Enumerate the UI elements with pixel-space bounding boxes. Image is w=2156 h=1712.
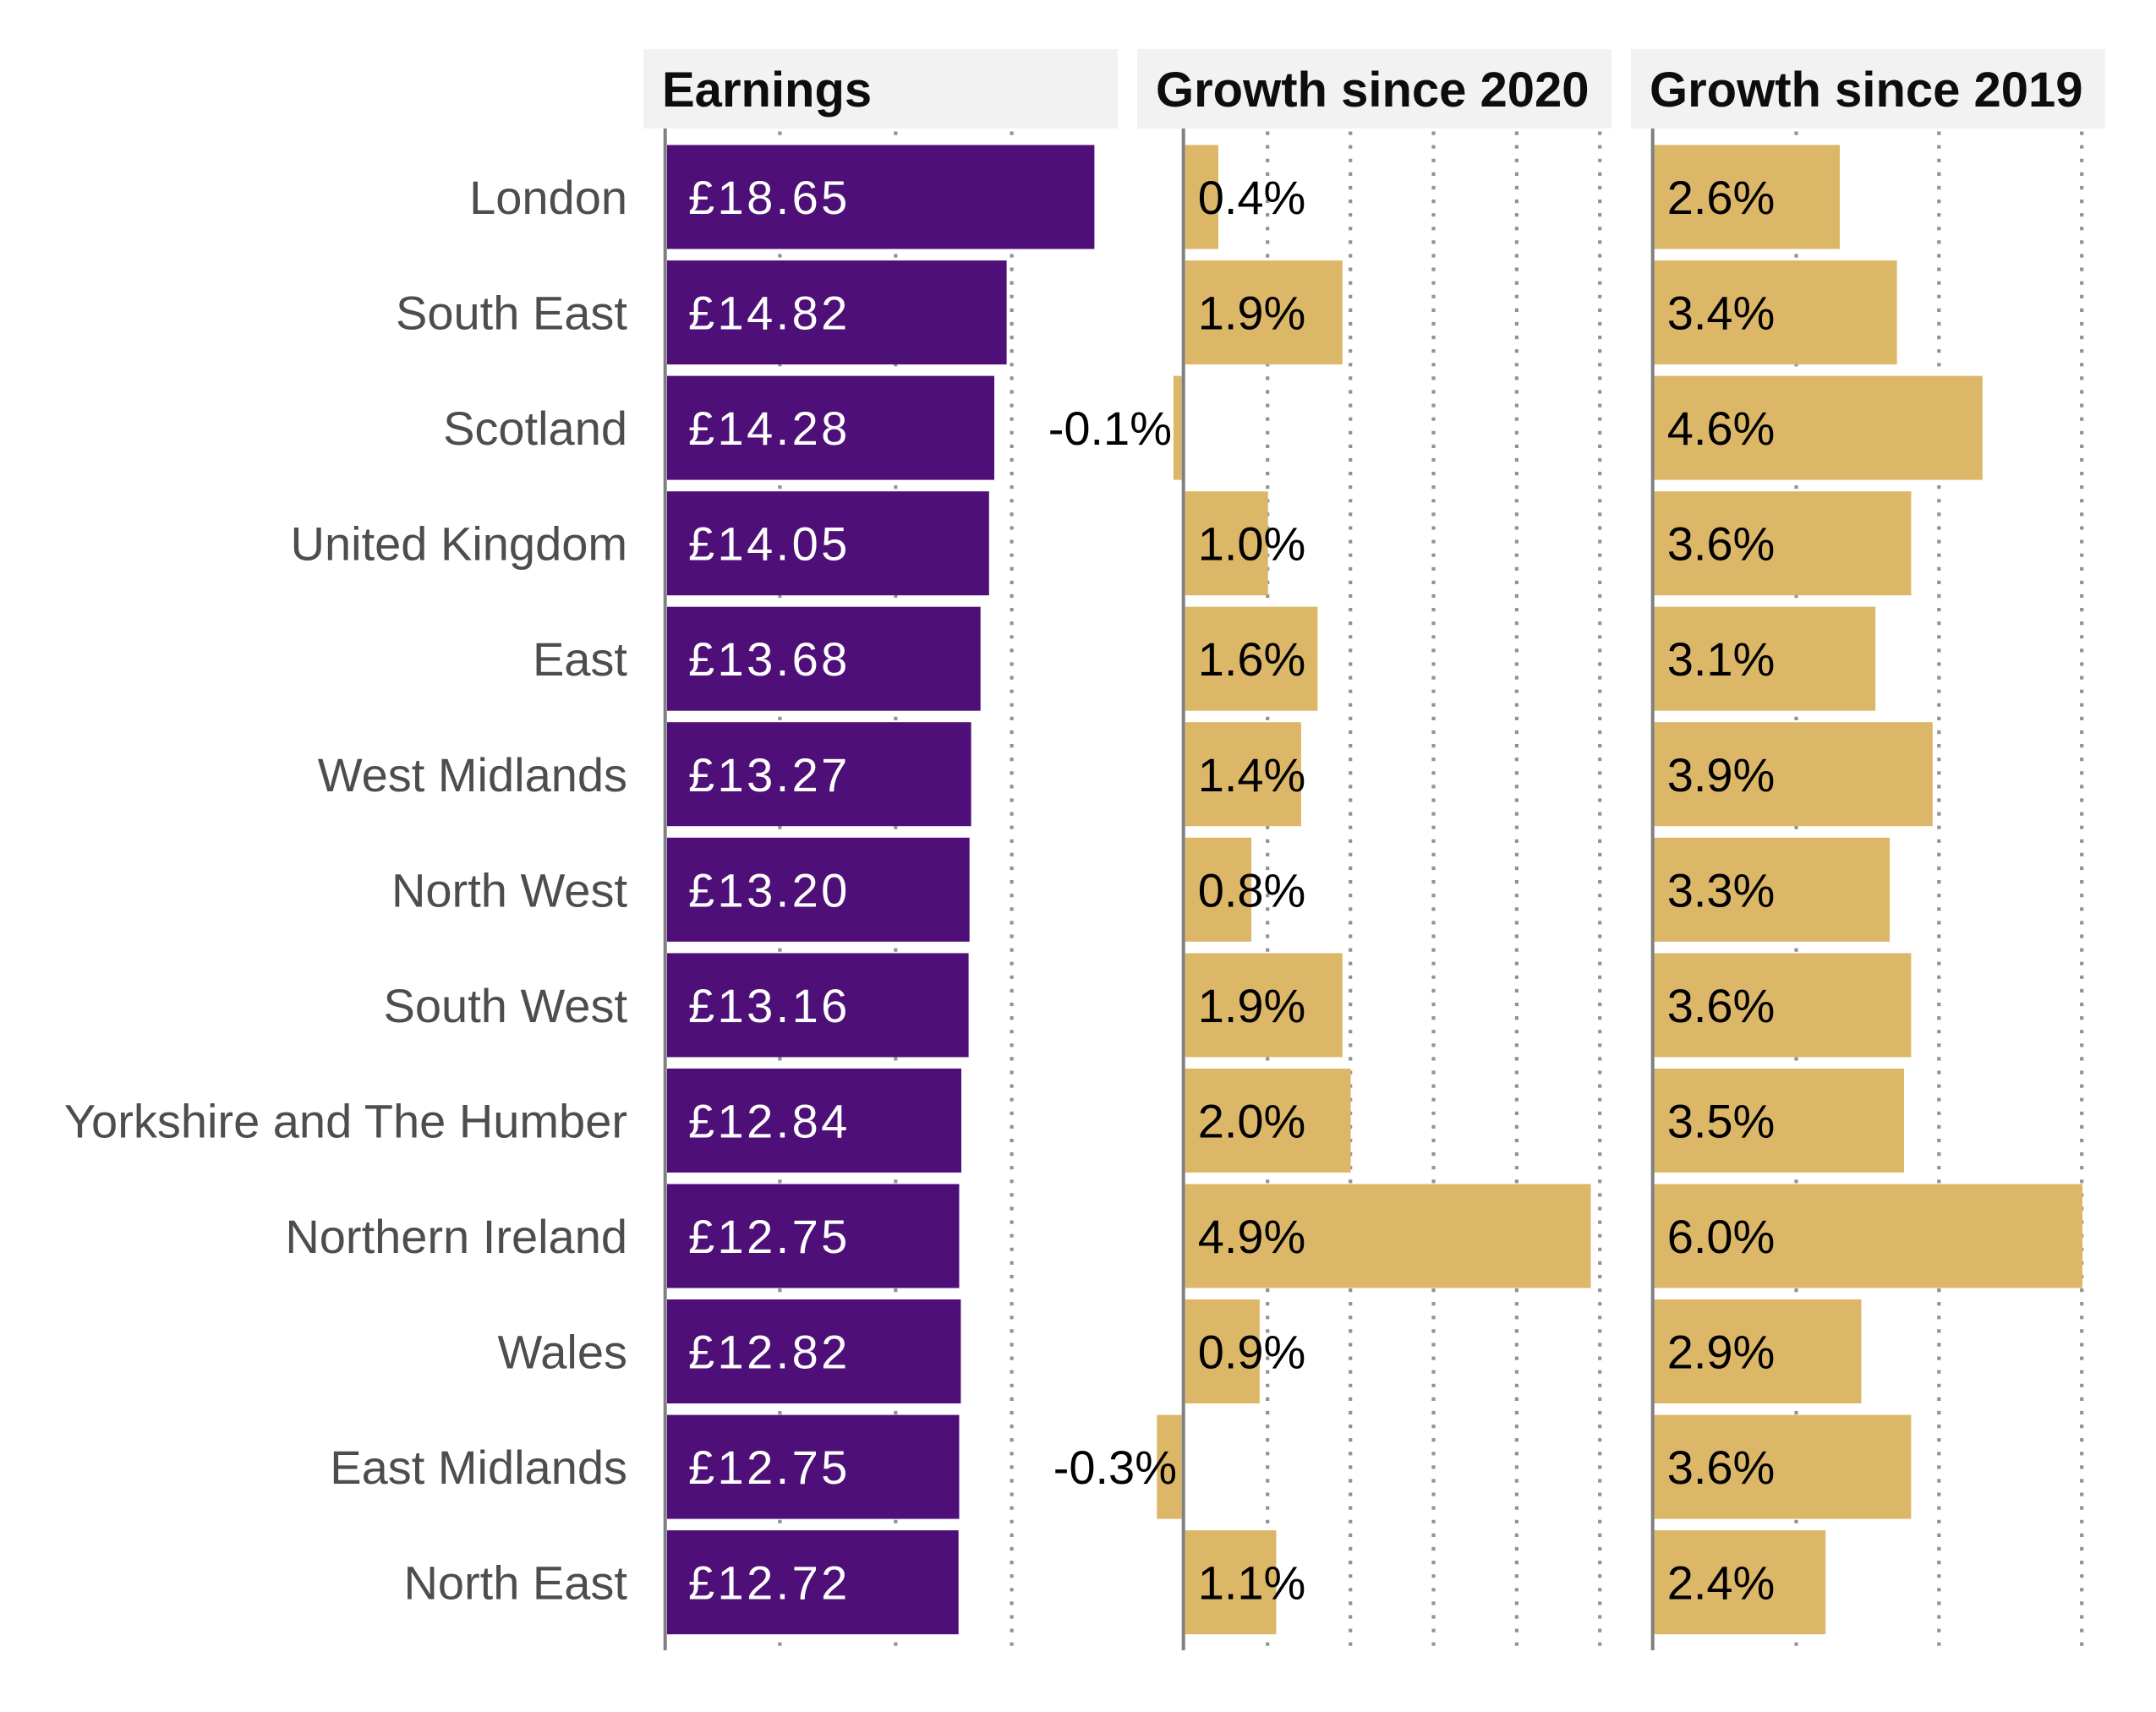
svg-text:£13.20: £13.20 <box>688 863 851 916</box>
svg-text:£18.65: £18.65 <box>688 171 851 224</box>
svg-text:3.3%: 3.3% <box>1667 863 1776 916</box>
svg-text:£13.68: £13.68 <box>688 632 851 686</box>
svg-text:Northern Ireland: Northern Ireland <box>285 1210 627 1263</box>
svg-text:1.9%: 1.9% <box>1198 287 1306 340</box>
svg-text:£12.75: £12.75 <box>688 1441 851 1494</box>
svg-text:Yorkshire and The Humber: Yorkshire and The Humber <box>64 1094 627 1147</box>
svg-text:2.9%: 2.9% <box>1667 1326 1776 1379</box>
svg-text:0.4%: 0.4% <box>1198 171 1306 224</box>
svg-text:£14.28: £14.28 <box>688 402 851 455</box>
svg-text:£12.84: £12.84 <box>688 1094 851 1147</box>
svg-text:4.9%: 4.9% <box>1198 1210 1306 1263</box>
svg-text:London: London <box>469 171 627 224</box>
svg-text:Wales: Wales <box>497 1326 627 1379</box>
svg-text:Earnings: Earnings <box>662 63 872 118</box>
svg-text:2.4%: 2.4% <box>1667 1556 1776 1610</box>
svg-text:1.4%: 1.4% <box>1198 748 1306 801</box>
svg-text:3.1%: 3.1% <box>1667 632 1776 686</box>
svg-text:North West: North West <box>391 863 627 916</box>
svg-text:2.6%: 2.6% <box>1667 171 1776 224</box>
svg-text:-0.3%: -0.3% <box>1053 1441 1177 1494</box>
svg-text:£14.05: £14.05 <box>688 517 851 571</box>
svg-text:4.6%: 4.6% <box>1667 402 1776 455</box>
svg-text:3.6%: 3.6% <box>1667 1441 1776 1494</box>
svg-text:1.0%: 1.0% <box>1198 517 1306 571</box>
svg-text:1.6%: 1.6% <box>1198 632 1306 686</box>
svg-text:East: East <box>533 632 627 686</box>
svg-text:£12.75: £12.75 <box>688 1210 851 1263</box>
svg-text:East Midlands: East Midlands <box>330 1441 627 1494</box>
svg-text:West Midlands: West Midlands <box>318 748 627 801</box>
svg-text:3.6%: 3.6% <box>1667 517 1776 571</box>
svg-text:3.6%: 3.6% <box>1667 979 1776 1032</box>
svg-text:Growth since 2019: Growth since 2019 <box>1650 63 2083 118</box>
svg-text:1.1%: 1.1% <box>1198 1556 1306 1610</box>
svg-text:2.0%: 2.0% <box>1198 1094 1306 1147</box>
svg-text:South West: South West <box>384 979 628 1032</box>
svg-text:Growth since 2020: Growth since 2020 <box>1156 63 1590 118</box>
svg-text:United Kingdom: United Kingdom <box>291 517 627 571</box>
svg-text:0.9%: 0.9% <box>1198 1326 1306 1379</box>
svg-text:South East: South East <box>396 287 627 340</box>
svg-text:£13.16: £13.16 <box>688 979 851 1032</box>
svg-text:6.0%: 6.0% <box>1667 1210 1776 1263</box>
svg-text:£12.72: £12.72 <box>688 1556 851 1610</box>
svg-text:Scotland: Scotland <box>443 402 627 455</box>
svg-text:£12.82: £12.82 <box>688 1326 851 1379</box>
svg-text:3.9%: 3.9% <box>1667 748 1776 801</box>
svg-text:3.5%: 3.5% <box>1667 1094 1776 1147</box>
svg-text:North East: North East <box>403 1556 627 1610</box>
svg-text:1.9%: 1.9% <box>1198 979 1306 1032</box>
svg-text:-0.1%: -0.1% <box>1048 402 1172 455</box>
svg-text:3.4%: 3.4% <box>1667 287 1776 340</box>
svg-text:0.8%: 0.8% <box>1198 863 1306 916</box>
svg-text:£14.82: £14.82 <box>688 287 851 340</box>
svg-text:£13.27: £13.27 <box>688 748 851 801</box>
